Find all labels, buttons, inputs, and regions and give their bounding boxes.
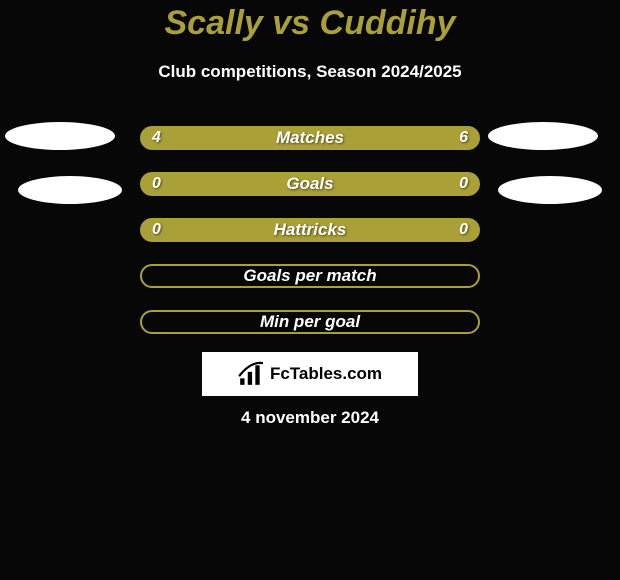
stat-value-left: 4 (152, 126, 161, 150)
decorative-ellipse (498, 176, 602, 204)
stat-label: Goals (286, 174, 333, 194)
stat-bar: Goals 0 0 (140, 172, 480, 196)
comparison-card: Scally vs Cuddihy Club competitions, Sea… (0, 0, 620, 580)
stat-value-right: 0 (459, 172, 468, 196)
stat-value-left: 0 (152, 218, 161, 242)
stat-bar: Min per goal (140, 310, 480, 334)
stat-value-left: 0 (152, 172, 161, 196)
signal-icon (238, 361, 264, 387)
stat-value-right: 0 (459, 218, 468, 242)
decorative-ellipse (488, 122, 598, 150)
stat-label: Goals per match (243, 266, 376, 286)
decorative-ellipse (18, 176, 122, 204)
stat-bar: Goals per match (140, 264, 480, 288)
stat-label: Hattricks (274, 220, 347, 240)
title: Scally vs Cuddihy (0, 4, 620, 43)
subtitle: Club competitions, Season 2024/2025 (0, 62, 620, 82)
stat-label: Matches (276, 128, 344, 148)
stat-bar: Matches 4 6 (140, 126, 480, 150)
stat-bar: Hattricks 0 0 (140, 218, 480, 242)
footer-badge: FcTables.com (202, 352, 418, 396)
decorative-ellipse (5, 122, 115, 150)
stat-value-right: 6 (459, 126, 468, 150)
stat-label: Min per goal (260, 312, 360, 332)
date: 4 november 2024 (0, 408, 620, 428)
footer-badge-text: FcTables.com (270, 364, 382, 384)
